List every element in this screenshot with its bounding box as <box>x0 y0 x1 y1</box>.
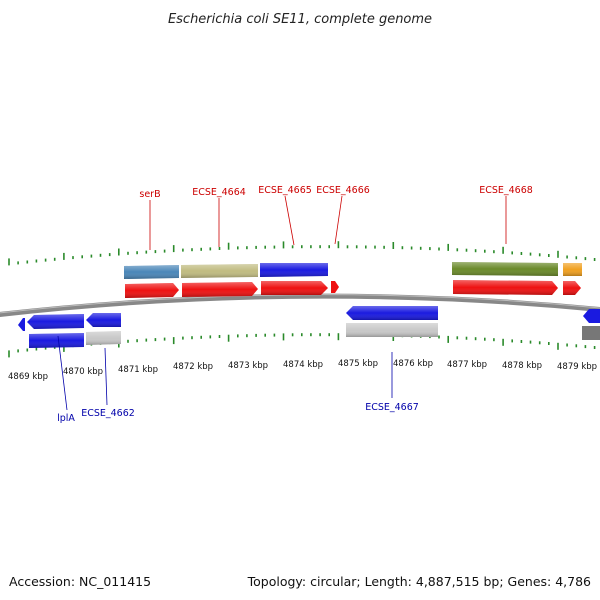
tick-label: 4870 kbp <box>63 367 103 377</box>
tick-label: 4879 kbp <box>557 362 597 372</box>
reverse-gene-row <box>29 323 600 348</box>
gene-label-ecse-4667[interactable]: ECSE_4667 <box>365 402 419 413</box>
gene-label-ecse-4664[interactable]: ECSE_4664 <box>192 187 246 198</box>
tick-label: 4878 kbp <box>502 361 542 371</box>
gene-label-ecse-4665[interactable]: ECSE_4665 <box>258 185 312 196</box>
cds-arrow-ecse-4666[interactable] <box>331 281 339 293</box>
tick-track-top <box>8 241 596 266</box>
leader-line <box>334 195 343 245</box>
tick-label: 4873 kbp <box>228 361 268 371</box>
genome-summary-text: Topology: circular; Length: 4,887,515 bp… <box>247 574 591 589</box>
tick-label: 4876 kbp <box>393 359 433 369</box>
gene-feature-right-edge[interactable] <box>582 326 600 340</box>
gene-label-ecse-4668[interactable]: ECSE_4668 <box>479 185 533 196</box>
leader-line <box>57 335 68 411</box>
leader-line <box>284 195 295 246</box>
tick-label: 4872 kbp <box>173 362 213 372</box>
gene-label-ecse-4666[interactable]: ECSE_4666 <box>316 185 370 196</box>
accession-text: Accession: NC_011415 <box>9 574 151 589</box>
axis-tick-labels: 4869 kbp 4870 kbp 4871 kbp 4872 kbp 4873… <box>8 359 597 382</box>
tick-label: 4877 kbp <box>447 360 487 370</box>
tick-label: 4875 kbp <box>338 359 378 369</box>
cds-arrow-reverse-edge[interactable] <box>18 318 25 331</box>
cds-arrow-reverse-right-edge[interactable] <box>583 309 600 323</box>
map-title: Escherichia coli SE11, complete genome <box>168 12 432 27</box>
tick-label: 4869 kbp <box>8 372 48 382</box>
forward-gene-row <box>124 262 582 279</box>
tick-label: 4871 kbp <box>118 365 158 375</box>
gene-label-serB[interactable]: serB <box>139 189 160 200</box>
forward-cds-row <box>125 280 581 298</box>
forward-gene-labels: serB ECSE_4664 ECSE_4665 ECSE_4666 ECSE_… <box>139 185 533 250</box>
gene-label-ecse-4662[interactable]: ECSE_4662 <box>81 408 135 419</box>
tick-label: 4874 kbp <box>283 360 323 370</box>
gene-label-lplA[interactable]: lplA <box>57 413 75 424</box>
reverse-cds-row <box>18 306 600 331</box>
reverse-gene-labels: lplA ECSE_4662 ECSE_4667 <box>57 335 419 424</box>
leader-line <box>104 347 108 406</box>
genome-backbone <box>0 293 600 317</box>
